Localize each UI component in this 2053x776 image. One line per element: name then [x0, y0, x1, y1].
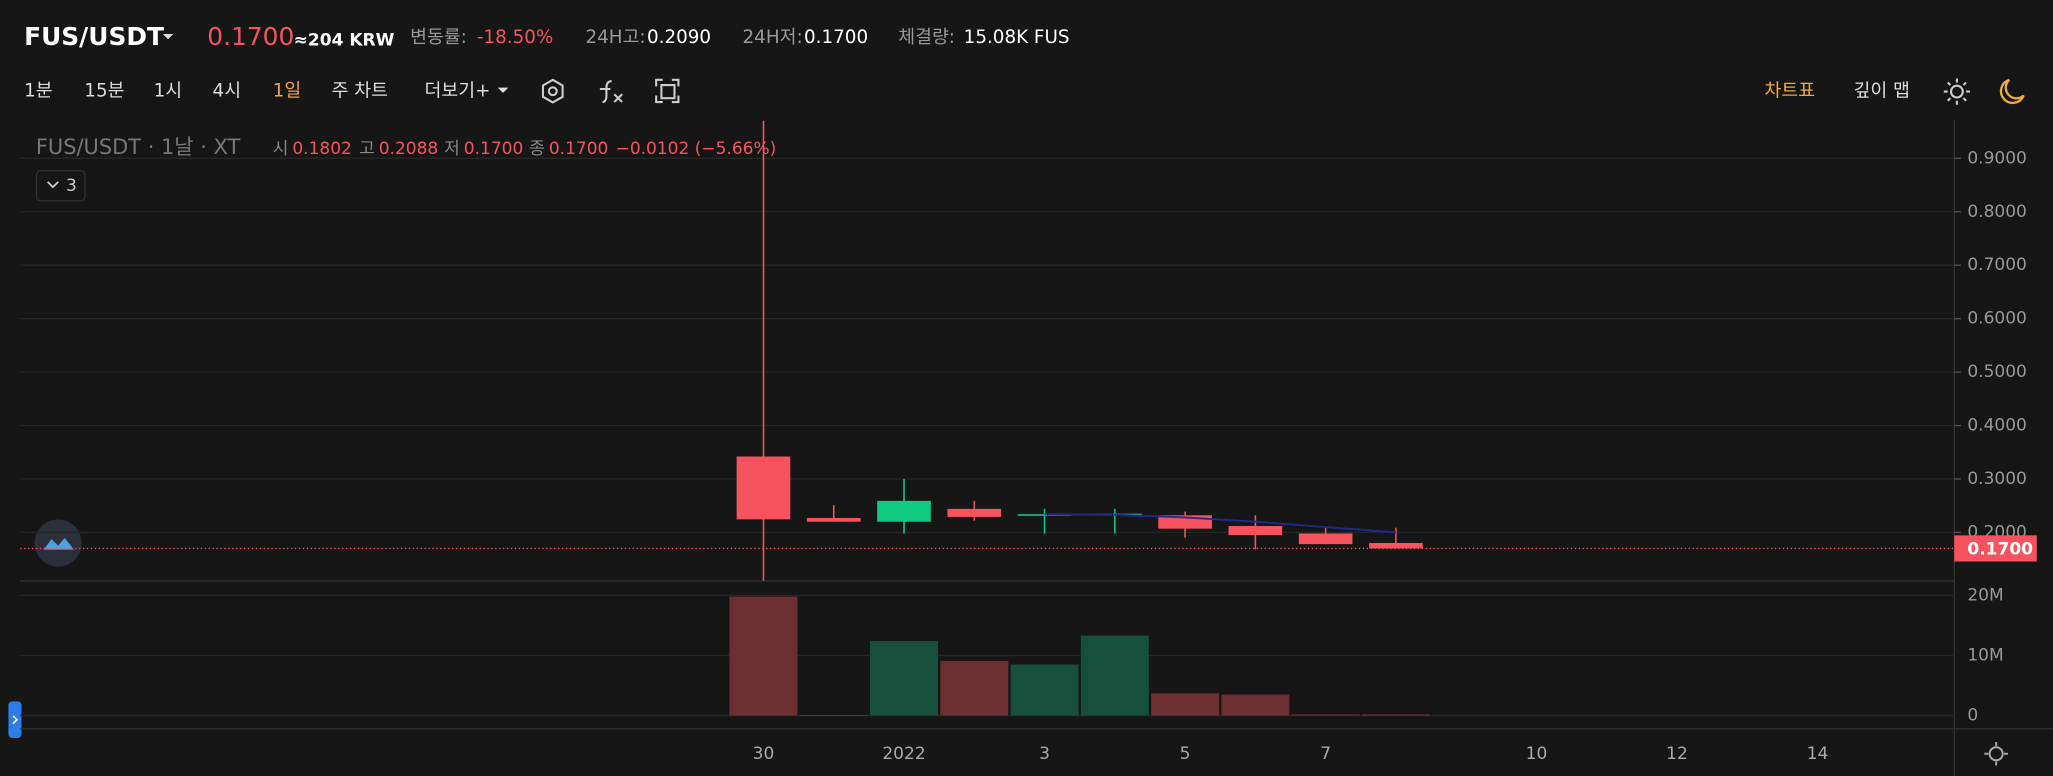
candle-body — [806, 517, 861, 522]
y-tick-label: 0.4000 — [1967, 416, 2026, 436]
indicator-count: 3 — [66, 176, 77, 196]
light-theme-rays — [1943, 78, 1971, 105]
legend-high-label: 고 — [359, 139, 375, 159]
volume-bar — [1361, 714, 1430, 716]
x-tick-label: 30 — [753, 744, 775, 764]
interval-button[interactable]: 1시 — [154, 81, 183, 102]
axis-settings-icon[interactable] — [1988, 746, 2004, 762]
interval-button[interactable]: 주 차트 — [332, 81, 388, 102]
legend-open: 0.1802 — [292, 139, 351, 159]
legend-low-label: 저 — [444, 139, 460, 159]
low: 0.1700 — [804, 27, 868, 48]
volume-tick-label: 10M — [1967, 646, 2003, 666]
last-price-label: 0.1700 — [1967, 540, 2033, 560]
high-label: 24H고: — [586, 27, 646, 48]
interval-button[interactable]: 15분 — [84, 81, 124, 102]
legend-open-label: 시 — [273, 139, 289, 159]
y-tick-label: 0.5000 — [1967, 362, 2026, 382]
candle-body — [736, 456, 791, 520]
axis-settings-rays — [1984, 741, 2008, 766]
last-price: 0.1700 — [207, 22, 294, 51]
indicator-chevron — [47, 181, 59, 189]
volume-bar — [799, 714, 868, 717]
view-button[interactable]: 깊이 맵 — [1854, 81, 1910, 102]
volume-bar — [1010, 664, 1079, 716]
logo-badge[interactable] — [34, 519, 82, 567]
y-tick-label: 0.8000 — [1967, 202, 2026, 222]
pair-dropdown[interactable] — [162, 34, 174, 40]
y-tick-label: 0.9000 — [1967, 148, 2026, 168]
interval-button[interactable]: 4시 — [213, 81, 242, 102]
x-tick-label: 3 — [1039, 744, 1050, 764]
x-tick-label: 10 — [1526, 744, 1548, 764]
view-button[interactable]: 차트표 — [1765, 81, 1816, 102]
interval-button[interactable]: 더보기+ — [425, 81, 491, 102]
volume-bar — [1221, 694, 1290, 716]
logo-mark — [43, 537, 74, 550]
settings-icon[interactable] — [541, 78, 564, 104]
volume-label: 체결량: — [898, 27, 955, 48]
legend-close: 0.1700 — [549, 139, 608, 159]
candle-body — [947, 508, 1002, 517]
chart: 0.20000.30000.40000.50000.60000.70000.80… — [20, 120, 2053, 776]
high: 0.2090 — [647, 27, 711, 48]
candle-body — [877, 500, 931, 522]
x-tick-label: 2022 — [882, 744, 925, 764]
side-panel-tab[interactable] — [8, 701, 22, 739]
legend-title: FUS/USDT · 1날 · XT — [36, 135, 241, 159]
volume: 15.08K FUS — [964, 27, 1070, 48]
x-tick-label: 7 — [1320, 744, 1331, 764]
settings-icon-center — [547, 86, 558, 97]
legend-low: 0.1700 — [464, 139, 523, 159]
side-panel-arrow — [12, 715, 19, 725]
x-tick-label: 5 — [1180, 744, 1191, 764]
volume-bar — [869, 641, 939, 716]
volume-tick-label: 0 — [1967, 706, 1978, 726]
moving-average — [1044, 513, 1396, 534]
volume-tick-label: 20M — [1967, 585, 2003, 605]
y-tick-label: 0.7000 — [1967, 255, 2026, 275]
last-price-tag — [1954, 535, 2037, 562]
candle-body — [1228, 525, 1283, 536]
pair[interactable]: FUS/USDT — [24, 22, 164, 51]
krw-price: ≈204 KRW — [294, 31, 395, 51]
volume-bar — [1080, 635, 1149, 716]
more-dropdown — [497, 87, 509, 93]
interval-button[interactable]: 1일 — [273, 81, 302, 102]
legend-change: −0.0102 (−5.66%) — [616, 139, 777, 159]
y-tick-label: 0.6000 — [1967, 309, 2026, 329]
x-tick-label: 14 — [1807, 744, 1829, 764]
interval-button[interactable]: 1분 — [24, 81, 52, 102]
volume-bar — [940, 660, 1009, 716]
volume-bar — [1151, 693, 1220, 716]
candle-body — [1369, 542, 1423, 549]
indicator-toggle[interactable] — [35, 170, 86, 202]
volume-bar — [729, 596, 798, 716]
change: -18.50% — [477, 27, 553, 48]
low-label: 24H저: — [743, 27, 803, 48]
fullscreen-icon[interactable] — [655, 78, 680, 104]
candle-body — [1298, 533, 1353, 545]
legend-high: 0.2088 — [379, 139, 438, 159]
x-tick-label: 12 — [1666, 744, 1688, 764]
light-theme-icon[interactable] — [1949, 84, 1964, 99]
dark-theme-icon[interactable] — [1999, 78, 2025, 105]
change-label: 변동률: — [410, 27, 467, 48]
legend-close-label: 종 — [529, 139, 545, 159]
y-tick-label: 0.3000 — [1967, 469, 2026, 489]
volume-bar — [1291, 714, 1360, 716]
indicator-icon[interactable] — [599, 80, 623, 104]
